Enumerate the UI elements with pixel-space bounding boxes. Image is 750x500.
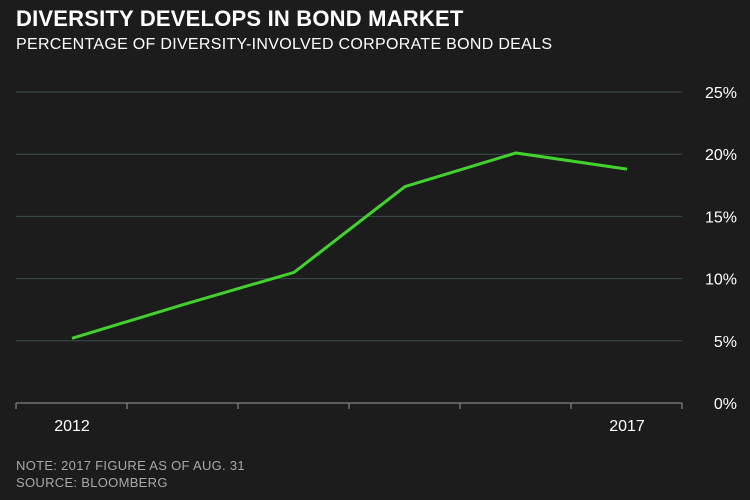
source-note: SOURCE: BLOOMBERG: [16, 475, 168, 490]
footnote: NOTE: 2017 FIGURE AS OF AUG. 31: [16, 458, 245, 473]
y-tick-label: 10%: [705, 272, 737, 289]
x-tick-label: 2017: [609, 418, 645, 435]
series-line: [71, 151, 628, 340]
y-tick-label: 15%: [705, 209, 737, 226]
y-tick-label: 20%: [705, 147, 737, 164]
y-tick-label: 5%: [714, 334, 737, 351]
y-tick-label: 25%: [705, 85, 737, 102]
x-tick-label: 2012: [54, 418, 90, 435]
chart-title: DIVERSITY DEVELOPS IN BOND MARKET: [16, 6, 464, 31]
y-tick-label: 0%: [714, 396, 737, 413]
chart-subtitle: PERCENTAGE OF DIVERSITY-INVOLVED CORPORA…: [16, 36, 553, 53]
